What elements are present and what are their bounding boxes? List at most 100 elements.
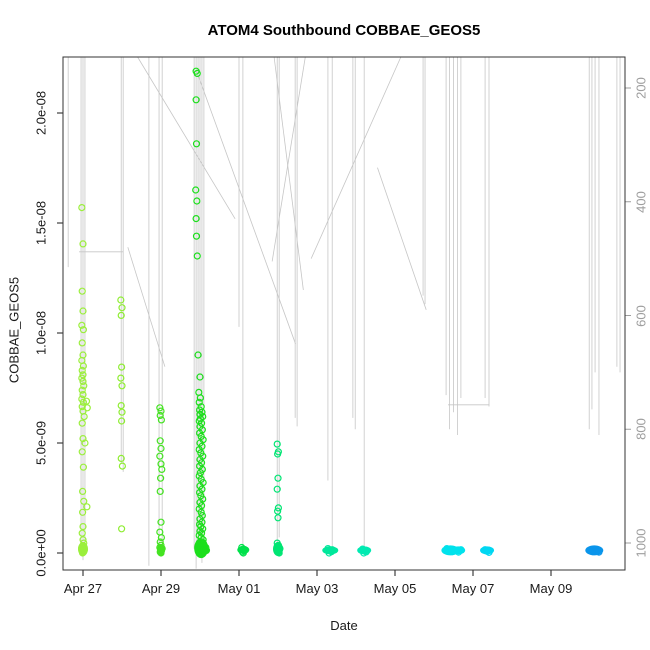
x-tick-label: May 05 [373,581,417,596]
data-point [192,140,201,148]
y-tick-label: 1.0e-08 [33,310,49,356]
data-point [239,549,247,557]
data-point [79,522,87,531]
right-tick-label: 800 [633,418,649,441]
data-point [79,435,87,443]
data-point [118,417,126,425]
data-point [156,452,164,460]
data-point [79,398,87,406]
data-point [157,416,165,424]
data-point [195,398,203,406]
data-point [485,548,493,556]
x-tick-label: May 01 [217,581,261,596]
data-point [79,371,87,379]
data-point [196,538,204,546]
y-tick-label: 0.0e+00 [33,529,49,577]
y-tick-label: 5.0e-09 [33,420,49,466]
data-point [273,440,281,448]
data-point [192,232,201,240]
data-point [274,474,282,482]
data-point [192,96,200,104]
data-point [82,397,91,405]
data-point [79,391,87,399]
data-point [79,362,87,370]
data-point [194,351,202,359]
data-point [274,514,282,522]
x-tick-label: May 03 [295,581,339,596]
data-point [360,549,368,557]
data-point [158,544,166,553]
data-point [241,546,249,554]
data-point [79,536,87,544]
right-tick-label: 200 [633,77,649,99]
data-point [78,321,86,329]
x-tick-label: Apr 29 [141,581,181,596]
data-point [196,394,204,402]
data-point [195,446,203,454]
data-point [78,543,86,552]
data-point [78,374,86,382]
data-point [80,382,88,390]
data-point [193,252,201,260]
right-axis-ticks [625,87,631,544]
y-tick-label: 1.5e-08 [33,200,49,246]
data-point [196,429,204,437]
data-point [118,408,126,416]
data-point [78,204,86,212]
data-point [274,504,282,512]
data-point [78,403,86,411]
data-point [117,402,125,410]
data-point [117,374,125,382]
data-point [81,439,89,447]
data-point [157,533,165,542]
data-point [79,326,87,334]
x-axis-title: Date [330,618,358,633]
data-point [117,454,125,462]
x-tick-label: May 07 [451,581,495,596]
data-point [157,549,165,557]
data-point [157,444,165,453]
data-point [457,546,465,554]
data-point [195,531,203,540]
data-point [118,525,126,533]
data-point [276,544,284,553]
data-point [193,197,201,205]
data-point [117,296,125,304]
data-point [198,408,206,416]
y-tick-label: 2.0e-08 [33,90,49,136]
x-tick-label: Apr 27 [63,581,103,596]
data-point [83,404,91,412]
data-point [79,240,87,248]
data-point [274,450,282,458]
data-point [196,373,204,381]
data-point [118,382,126,390]
data-point [197,508,205,516]
data-point [117,311,125,319]
scatter-points [78,67,604,559]
data-point [79,463,87,471]
right-tick-label: 1000 [633,528,649,558]
data-point [274,507,282,515]
data-point [118,363,126,371]
data-point [83,503,91,511]
data-point [193,69,201,78]
data-point [78,339,86,347]
data-point [157,518,165,526]
data-point [595,548,603,556]
data-point [273,485,281,493]
data-point [80,497,88,505]
data-point [118,304,126,312]
right-tick-label: 400 [633,190,649,213]
data-point [78,366,86,374]
data-point [192,186,200,194]
data-point [156,404,164,412]
data-point [78,448,86,456]
data-point [197,533,205,542]
data-point [79,487,87,495]
x-tick-label: May 09 [529,581,573,596]
data-point [275,549,283,557]
data-point [196,488,204,497]
data-point [197,522,205,531]
